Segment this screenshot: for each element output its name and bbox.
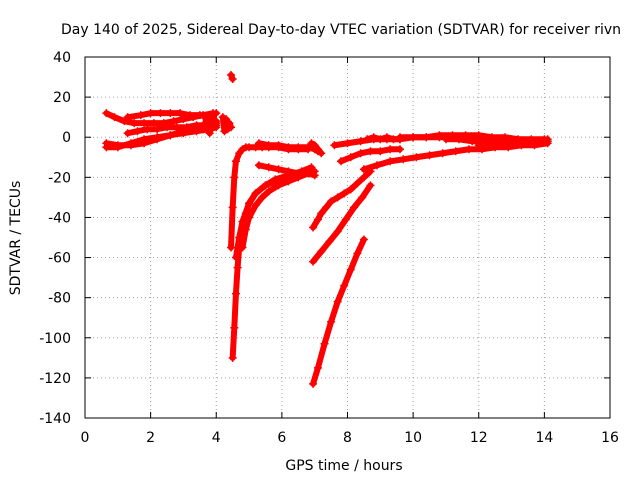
series-arc-y: [474, 137, 552, 150]
series-arc-e: [123, 109, 221, 122]
y-tick-label: -140: [39, 411, 71, 427]
chart-title: Day 140 of 2025, Sidereal Day-to-day VTE…: [61, 22, 621, 38]
x-axis-label: GPS time / hours: [285, 458, 402, 474]
y-tick-label: -20: [48, 170, 71, 186]
series-arc-m: [254, 161, 319, 180]
series-arc-j: [228, 163, 316, 362]
series-arc-r: [309, 235, 368, 388]
y-tick-label: -120: [39, 371, 71, 387]
data-point: [396, 145, 404, 154]
x-tick-label: 4: [212, 430, 221, 446]
series-arc-q: [309, 181, 375, 266]
y-tick-label: -100: [39, 331, 71, 347]
data-points: [102, 71, 552, 388]
point-cluster: [228, 204, 236, 251]
data-point: [543, 137, 552, 146]
data-point: [228, 75, 237, 84]
x-tick-label: 2: [146, 430, 155, 446]
y-tick-label: -60: [48, 251, 71, 267]
series-arc-f: [199, 111, 221, 138]
series-arc-s: [336, 145, 404, 166]
y-tick-label: 40: [53, 50, 71, 66]
y-tick-labels: -140 -120 -100 -80 -60 -40 -20 0 20 40: [39, 50, 71, 427]
x-tick-label: 14: [535, 430, 553, 446]
y-tick-label: -80: [48, 291, 71, 307]
point-cluster: [229, 324, 238, 361]
series-arc-h: [227, 71, 237, 84]
point-cluster: [328, 298, 341, 325]
point-cluster: [354, 236, 367, 257]
point-cluster: [314, 340, 328, 371]
data-point: [310, 171, 319, 180]
x-tick-labels: 0 2 4 6 8 10 12 14 16: [81, 430, 619, 446]
point-cluster: [359, 182, 374, 201]
data-point: [227, 123, 236, 132]
y-tick-label: 20: [53, 90, 71, 106]
x-tick-label: 8: [343, 430, 352, 446]
point-cluster: [321, 318, 335, 347]
data-point: [359, 235, 368, 244]
data-point: [212, 121, 221, 130]
data-point: [317, 149, 326, 158]
point-cluster: [360, 168, 374, 181]
x-tick-label: 12: [470, 430, 488, 446]
y-tick-label: 0: [62, 130, 71, 146]
y-axis-label: SDTVAR / TECUs: [8, 181, 24, 296]
x-tick-label: 10: [404, 430, 422, 446]
data-point: [366, 181, 375, 190]
point-cluster: [239, 200, 253, 225]
series-arc-g: [218, 113, 236, 136]
series-arc-o: [307, 139, 326, 158]
x-tick-label: 16: [601, 430, 619, 446]
x-tick-label: 6: [277, 430, 286, 446]
point-cluster: [231, 290, 239, 331]
series-arc-p: [309, 167, 375, 232]
point-cluster: [232, 264, 241, 297]
axis-ticks: [84, 56, 611, 419]
point-cluster: [229, 174, 238, 211]
series-arc-v: [363, 133, 404, 144]
x-tick-label: 0: [81, 430, 90, 446]
y-tick-label: -40: [48, 210, 71, 226]
